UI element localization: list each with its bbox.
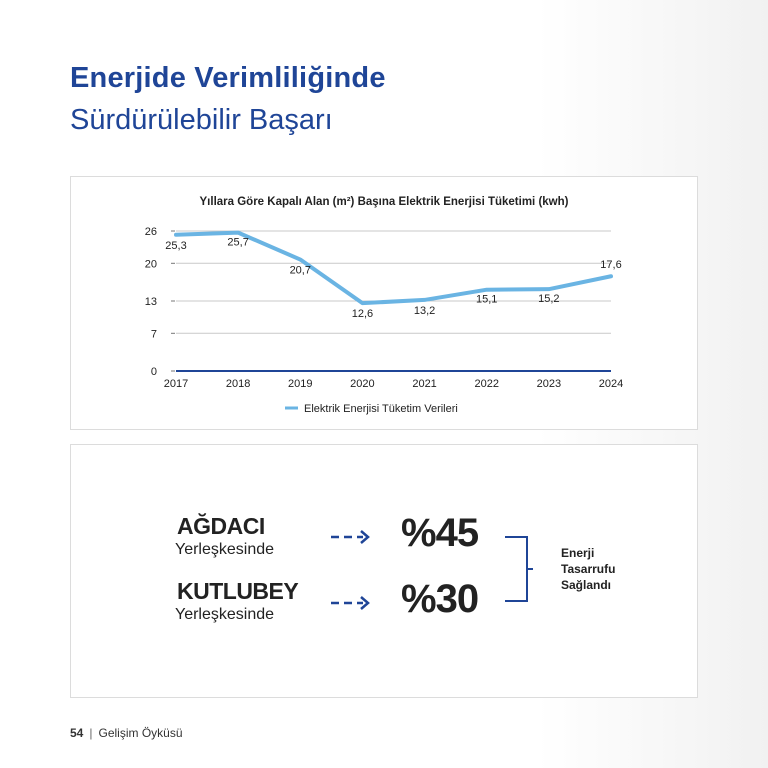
bracket-icon xyxy=(505,536,533,602)
site-sub-agdaci: Yerleşkesinde xyxy=(175,541,275,558)
savings-value-agdaci: %45 xyxy=(401,511,479,555)
arrow-right-icon xyxy=(331,596,370,610)
site-sub-kutlubey: Yerleşkesinde xyxy=(175,606,275,623)
footer-separator: | xyxy=(89,726,93,740)
data-label: 25,3 xyxy=(165,240,186,252)
site-name-agdaci: AĞDACI xyxy=(177,513,265,539)
savings-note: Enerji Tasarrufu Sağlandı xyxy=(561,545,631,593)
arrow-right-icon xyxy=(331,530,370,544)
data-label: 20,7 xyxy=(290,265,311,277)
footer: 54 | Gelişim Öyküsü xyxy=(70,726,183,740)
savings-value-kutlubey: %30 xyxy=(401,577,479,621)
x-tick-label: 2021 xyxy=(412,378,436,390)
data-label: 25,7 xyxy=(227,237,248,249)
page-subtitle: Sürdürülebilir Başarı xyxy=(70,104,333,136)
footer-section: Gelişim Öyküsü xyxy=(98,726,183,740)
savings-note-line: Enerji xyxy=(561,546,595,560)
data-label: 15,2 xyxy=(538,293,559,305)
x-tick-label: 2018 xyxy=(226,378,250,390)
page-number: 54 xyxy=(70,726,84,740)
x-tick-label: 2020 xyxy=(350,378,374,390)
y-tick-label: 7 xyxy=(151,328,157,340)
page-title: Enerjide Verimliliğinde xyxy=(70,62,386,94)
site-name-kutlubey: KUTLUBEY xyxy=(177,578,299,604)
x-tick-label: 2019 xyxy=(288,378,312,390)
y-tick-label: 20 xyxy=(145,258,157,270)
line-chart: Yıllara Göre Kapalı Alan (m²) Başına Ele… xyxy=(145,196,623,415)
savings-card: AĞDACI Yerleşkesinde %45 KUTLUBEY Yerleş… xyxy=(70,444,698,698)
data-label: 15,1 xyxy=(476,294,497,306)
series-line xyxy=(174,230,613,306)
y-tick-label: 26 xyxy=(145,226,157,238)
x-tick-label: 2024 xyxy=(599,378,623,390)
x-tick-label: 2017 xyxy=(164,378,188,390)
x-tick-label: 2023 xyxy=(537,378,561,390)
savings-note-line: Tasarrufu xyxy=(561,562,616,576)
chart-title: Yıllara Göre Kapalı Alan (m²) Başına Ele… xyxy=(200,196,569,208)
data-label: 12,6 xyxy=(352,308,373,320)
y-tick-label: 0 xyxy=(151,366,157,378)
legend-label: Elektrik Enerjisi Tüketim Verileri xyxy=(304,403,458,415)
savings-note-line: Sağlandı xyxy=(561,578,612,592)
chart-card: Yıllara Göre Kapalı Alan (m²) Başına Ele… xyxy=(70,176,698,430)
data-label: 13,2 xyxy=(414,305,435,317)
x-tick-label: 2022 xyxy=(474,378,498,390)
y-tick-label: 13 xyxy=(145,296,157,308)
data-label: 17,6 xyxy=(600,259,621,271)
